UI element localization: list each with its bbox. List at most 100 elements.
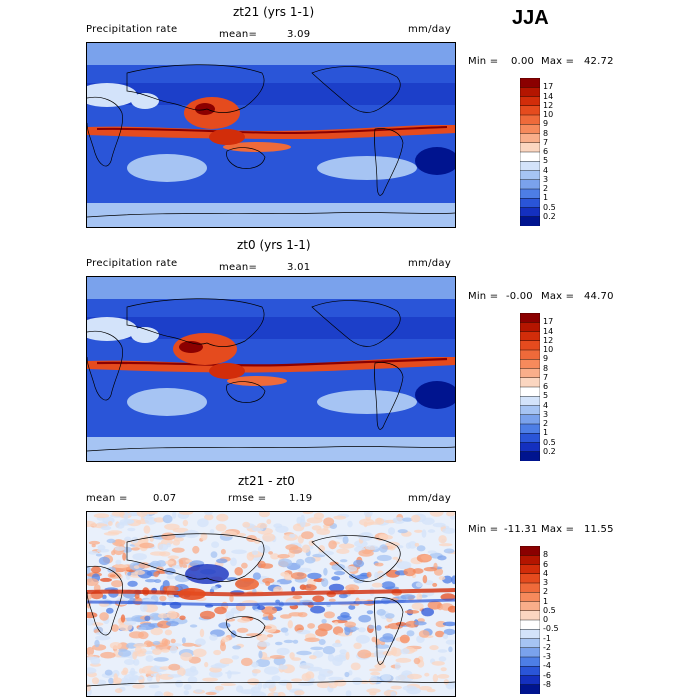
anomaly-patch: [132, 651, 138, 660]
anomaly-patch: [337, 615, 352, 621]
anomaly-patch: [129, 597, 136, 602]
anomaly-patch: [237, 617, 251, 623]
anomaly-patch: [431, 661, 445, 666]
anomaly-patch: [114, 688, 123, 694]
colorbar-swatch: [519, 207, 541, 218]
anomaly-patch: [111, 512, 125, 517]
anomaly-patch: [171, 547, 185, 553]
coastline-australia: [226, 147, 266, 169]
anomaly-patch: [432, 522, 446, 528]
anomaly-patch: [102, 594, 107, 600]
colorbar-tick-label: 17: [543, 82, 554, 92]
anomaly-patch: [137, 626, 147, 631]
coastline-asia: [126, 533, 265, 582]
coastline-north-america: [311, 66, 401, 113]
panel1-min-value: 0.00: [511, 56, 535, 67]
anomaly-patch: [126, 642, 137, 649]
anomaly-patch: [328, 540, 337, 550]
anomaly-patch: [104, 669, 113, 676]
anomaly-patch: [215, 523, 227, 532]
coastline-north-america: [311, 300, 401, 347]
anomaly-patch: [234, 567, 243, 576]
anomaly-patch: [304, 556, 316, 564]
colorbar-tick-label: 14: [543, 91, 554, 101]
coastline-antarctica: [87, 681, 455, 687]
anomaly-patch: [353, 559, 365, 568]
anomaly-patch: [438, 576, 446, 581]
anomaly-patch: [139, 648, 147, 654]
coastline-asia: [126, 64, 265, 113]
anomaly-patch: [218, 622, 231, 629]
anomaly-patch: [177, 667, 186, 677]
panel1-variable: Precipitation rate: [86, 24, 178, 35]
anomaly-patch: [432, 582, 438, 587]
anomaly-patch: [241, 562, 248, 569]
anomaly-patch: [318, 639, 326, 645]
anomaly-patch: [268, 551, 273, 555]
anomaly-patch: [291, 586, 296, 593]
anomaly-patch: [130, 547, 140, 551]
anomaly-patch: [355, 634, 370, 644]
anomaly-patch: [204, 661, 209, 668]
panel3-rmse-value: 1.19: [289, 493, 313, 504]
anomaly-patch: [280, 571, 290, 577]
anomaly-patch: [344, 671, 350, 678]
anomaly-patch: [387, 527, 396, 535]
anomaly-patch: [113, 564, 128, 569]
anomaly-patch: [162, 514, 173, 524]
colorbar-swatch: [519, 133, 541, 144]
colorbar-swatch: [519, 340, 541, 351]
anomaly-patch: [413, 657, 421, 665]
anomaly-patch: [379, 636, 396, 643]
anomaly-patch: [344, 627, 351, 636]
anomaly-patch: [312, 595, 325, 603]
anomaly-patch: [127, 580, 138, 587]
anomaly-patch: [194, 638, 206, 646]
anomaly-patch: [227, 670, 232, 679]
colorbar-swatch: [519, 179, 541, 190]
anomaly-patch: [168, 592, 175, 602]
anomaly-patch: [119, 518, 135, 525]
anomaly-patch: [166, 575, 176, 580]
maritime-continent: [209, 363, 245, 379]
anomaly-patch: [219, 658, 234, 665]
anomaly-patch: [258, 650, 263, 659]
anomaly-patch: [421, 607, 434, 617]
anomaly-patch: [143, 525, 151, 534]
anomaly-patch: [301, 544, 311, 553]
colorbar-swatch: [519, 142, 541, 153]
anomaly-patch: [236, 627, 249, 633]
anomaly-patch: [296, 629, 311, 635]
panel2-title: zt0 (yrs 1-1): [237, 238, 311, 252]
anomaly-patch: [445, 639, 455, 645]
anomaly-patch: [370, 671, 381, 676]
anomaly-patch: [375, 625, 382, 631]
colorbar-tick-label: 2: [543, 419, 549, 428]
anomaly-patch: [91, 622, 104, 626]
coastline-africa: [87, 565, 123, 636]
anomaly-patch: [257, 681, 263, 690]
panel3-title: zt21 - zt0: [238, 474, 295, 488]
anomaly-patch: [416, 545, 426, 552]
anomaly-patch: [91, 544, 96, 548]
anomaly-patch: [211, 541, 220, 548]
anomaly-patch: [275, 525, 289, 533]
anomaly-patch: [109, 642, 122, 650]
anomaly-patch: [307, 572, 322, 580]
coastline-antarctica: [87, 212, 455, 218]
anomaly-patch: [273, 692, 279, 696]
anomaly-patch: [318, 668, 334, 677]
colorbar-swatch: [519, 414, 541, 425]
coastline-north-america: [311, 535, 401, 582]
anomaly-patch: [374, 562, 384, 567]
colorbar-tick-label: 1: [543, 193, 549, 203]
anomaly-patch: [144, 615, 151, 622]
anomaly-patch: [301, 531, 314, 540]
south-polar-band: [87, 203, 455, 227]
colorbar-swatch: [519, 114, 541, 125]
anomaly-patch: [114, 546, 125, 551]
anomaly-patch: [374, 663, 386, 669]
anomaly-patch: [164, 629, 173, 636]
colorbar-swatch: [519, 386, 541, 397]
anomaly-patch: [87, 612, 98, 619]
